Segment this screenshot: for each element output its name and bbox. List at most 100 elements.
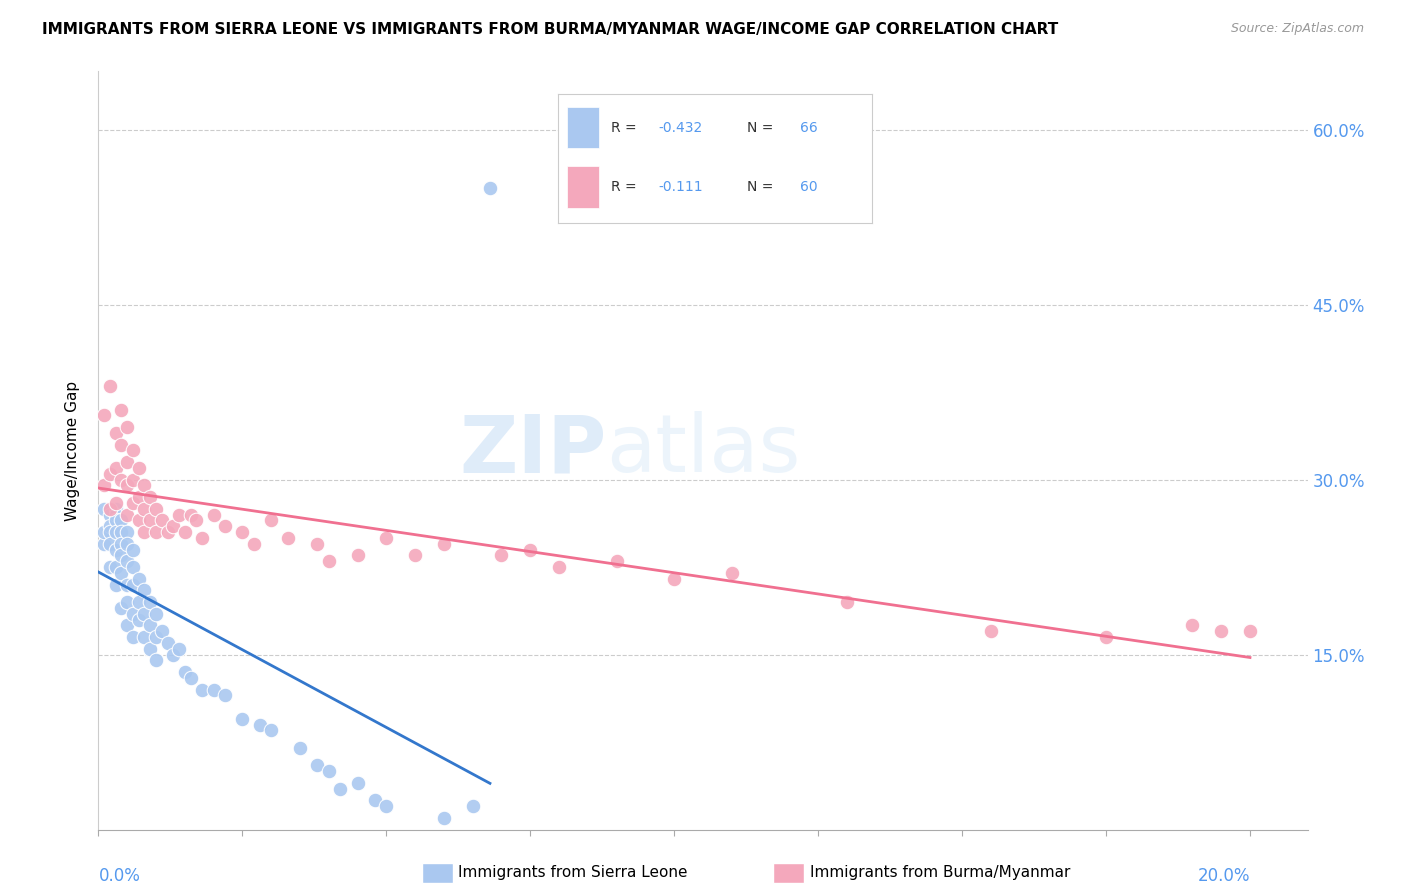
Point: [139, 641, 162, 656]
Point: [404, 549, 426, 563]
Point: [93, 478, 115, 492]
Point: [260, 513, 283, 527]
Point: [139, 513, 162, 527]
Point: [720, 566, 742, 580]
Point: [110, 513, 132, 527]
Text: ZIP: ZIP: [458, 411, 606, 490]
Point: [980, 624, 1002, 639]
Point: [191, 531, 214, 545]
Point: [433, 537, 456, 551]
Point: [110, 549, 132, 563]
Point: [1181, 618, 1204, 632]
Point: [145, 501, 167, 516]
Point: [186, 513, 208, 527]
Point: [214, 689, 236, 703]
Point: [214, 519, 236, 533]
Point: [329, 781, 352, 796]
Point: [145, 653, 167, 667]
Point: [249, 717, 271, 731]
Point: [128, 613, 150, 627]
Point: [110, 402, 132, 417]
Point: [110, 537, 132, 551]
Point: [180, 508, 202, 522]
Point: [156, 636, 179, 650]
Point: [98, 467, 121, 481]
Y-axis label: Wage/Income Gap: Wage/Income Gap: [65, 380, 80, 521]
Point: [139, 490, 162, 504]
Point: [98, 519, 121, 533]
Point: [156, 525, 179, 540]
Text: IMMIGRANTS FROM SIERRA LEONE VS IMMIGRANTS FROM BURMA/MYANMAR WAGE/INCOME GAP CO: IMMIGRANTS FROM SIERRA LEONE VS IMMIGRAN…: [42, 22, 1059, 37]
Point: [115, 537, 138, 551]
Text: atlas: atlas: [606, 411, 800, 490]
Point: [134, 630, 156, 644]
Point: [115, 554, 138, 568]
Point: [98, 508, 121, 522]
Point: [128, 595, 150, 609]
Point: [98, 537, 121, 551]
Point: [93, 409, 115, 423]
Point: [115, 478, 138, 492]
Point: [307, 758, 329, 772]
Point: [128, 572, 150, 586]
Point: [104, 461, 127, 475]
Point: [277, 531, 299, 545]
Point: [139, 618, 162, 632]
Point: [433, 811, 456, 825]
Point: [346, 776, 368, 790]
Point: [231, 525, 253, 540]
Point: [664, 572, 686, 586]
Point: [122, 443, 145, 458]
Point: [128, 490, 150, 504]
Point: [180, 671, 202, 685]
Point: [104, 425, 127, 440]
Point: [145, 630, 167, 644]
Point: [122, 542, 145, 557]
Point: [93, 525, 115, 540]
Point: [162, 648, 184, 662]
Point: [122, 630, 145, 644]
Point: [98, 379, 121, 393]
Point: [110, 601, 132, 615]
Point: [307, 537, 329, 551]
Point: [134, 607, 156, 621]
Point: [115, 455, 138, 469]
Point: [1211, 624, 1233, 639]
Point: [231, 712, 253, 726]
Point: [93, 501, 115, 516]
Point: [128, 461, 150, 475]
Point: [104, 577, 127, 591]
Point: [98, 525, 121, 540]
Point: [173, 665, 195, 679]
Point: [191, 682, 214, 697]
Text: Source: ZipAtlas.com: Source: ZipAtlas.com: [1230, 22, 1364, 36]
Point: [122, 577, 145, 591]
Point: [318, 554, 340, 568]
Point: [122, 496, 145, 510]
Point: [115, 525, 138, 540]
Point: [243, 537, 266, 551]
Point: [145, 607, 167, 621]
Point: [104, 501, 127, 516]
Point: [110, 437, 132, 451]
Point: [835, 595, 858, 609]
Point: [375, 531, 398, 545]
Point: [167, 508, 190, 522]
Point: [1095, 630, 1118, 644]
Point: [104, 508, 127, 522]
Point: [122, 607, 145, 621]
Point: [478, 181, 501, 195]
Point: [134, 501, 156, 516]
Point: [134, 478, 156, 492]
Text: Immigrants from Burma/Myanmar: Immigrants from Burma/Myanmar: [810, 865, 1070, 880]
Point: [115, 420, 138, 434]
Point: [162, 519, 184, 533]
Point: [104, 560, 127, 574]
Point: [98, 560, 121, 574]
Point: [519, 542, 541, 557]
Point: [1239, 624, 1261, 639]
Point: [150, 624, 173, 639]
Point: [134, 583, 156, 598]
Text: Immigrants from Sierra Leone: Immigrants from Sierra Leone: [458, 865, 688, 880]
Point: [150, 513, 173, 527]
